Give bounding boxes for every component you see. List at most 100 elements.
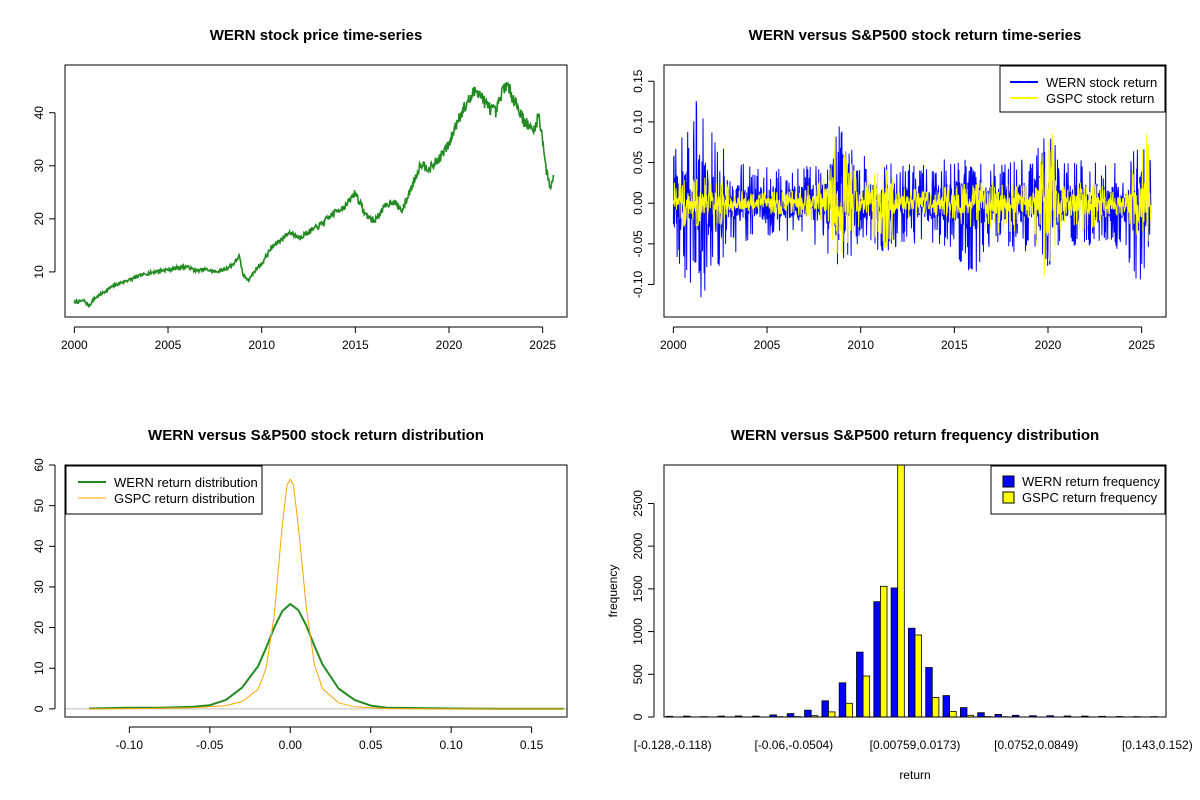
gspc-freq-bar: [914, 634, 922, 717]
y-tick-label: 1500: [631, 575, 645, 602]
panel-returns: WERN versus S&P500 stock return time-ser…: [631, 27, 1167, 352]
gspc-freq-bar: [862, 675, 871, 717]
panel-frequency-ylabel: frequency: [606, 565, 620, 618]
wern-freq-bar: [925, 667, 933, 717]
y-tick-label: -0.10: [631, 270, 645, 298]
y-tick-label: -0.05: [631, 230, 645, 258]
panel-distribution-axes: -0.10 -0.05 0.00 0.05 0.10 0.15 0 10 20 30 40 50 60: [32, 458, 544, 752]
y-tick-label: 1000: [631, 618, 645, 645]
legend-wern-label: WERN return frequency: [1022, 474, 1160, 489]
panel-returns-title: WERN versus S&P500 stock return time-ser…: [749, 27, 1082, 44]
x-tick-label: -0.05: [196, 738, 224, 752]
y-tick-label: 0.10: [631, 110, 645, 134]
gspc-return-series: [672, 133, 1152, 277]
panel-frequency-xlabel: return: [899, 768, 930, 782]
y-tick-label: 40: [32, 539, 46, 553]
x-tick-label: 2025: [1128, 338, 1155, 352]
y-tick-label: 0.15: [631, 69, 645, 93]
x-tick-label: -0.10: [116, 738, 144, 752]
panel-returns-axes: 2000 2005 2010 2015 2020 2025 -0.10 -0.05 0.00 0.…: [631, 69, 1155, 352]
legend-wern-label: WERN stock return: [1046, 75, 1157, 90]
y-tick-label: 50: [32, 499, 46, 513]
legend-gspc-label: GSPC return frequency: [1022, 490, 1158, 505]
legend-box: [990, 465, 1166, 515]
panel-price-plot: [73, 81, 555, 309]
y-tick-label: 10: [32, 265, 46, 279]
wern-freq-bar: [838, 682, 847, 717]
legend-gspc-label: GSPC stock return: [1046, 91, 1154, 106]
wern-freq-bar: [942, 695, 950, 717]
y-tick-label: 60: [32, 458, 46, 472]
panel-price-axes: 2000 2005 2010 2015 2020 2025 10 20 30 40: [32, 106, 556, 352]
wern-freq-bar: [994, 714, 1002, 717]
x-tick-label: [-0.06,-0.0504): [754, 738, 833, 752]
wern-freq-bar: [873, 601, 881, 717]
y-tick-label: 2000: [631, 532, 645, 559]
wern-freq-bar: [821, 700, 829, 717]
y-tick-label: 2500: [631, 490, 645, 517]
y-tick-label: 0: [32, 705, 46, 712]
y-tick-label: 500: [631, 664, 645, 684]
y-tick-label: 20: [32, 621, 46, 635]
x-tick-label: [0.143,0.152): [1122, 738, 1193, 752]
gspc-freq-bar: [949, 711, 957, 717]
wern-freq-bar: [890, 587, 899, 717]
x-tick-label: 2015: [342, 338, 369, 352]
wern-freq-bar: [856, 651, 864, 717]
x-tick-label: 0.15: [520, 738, 544, 752]
y-tick-label: 10: [32, 661, 46, 675]
panel-frequency-legend: WERN return frequency GSPC return freque…: [990, 465, 1166, 515]
x-tick-label: 2025: [529, 338, 556, 352]
x-tick-label: 0.10: [439, 738, 463, 752]
wern-freq-bar: [908, 627, 916, 717]
wern-freq-bar: [804, 709, 812, 717]
gspc-freq-bar: [931, 697, 940, 717]
x-tick-label: 2005: [754, 338, 781, 352]
wern-density-line: [89, 603, 564, 710]
y-tick-label: 40: [32, 106, 46, 120]
panel-distribution-title: WERN versus S&P500 stock return distribu…: [148, 427, 484, 444]
gspc-density-line: [89, 478, 564, 710]
y-tick-label: 20: [32, 212, 46, 226]
legend-gspc-swatch: [1002, 491, 1015, 504]
y-tick-label: 0.05: [631, 151, 645, 175]
legend-box: [999, 65, 1166, 113]
panel-returns-frame: [663, 64, 1167, 318]
legend-wern-swatch: [1002, 475, 1015, 488]
wern-freq-bar: [1046, 715, 1054, 717]
panel-distribution-plot: [65, 478, 567, 710]
x-tick-label: [0.00759,0.0173): [870, 738, 961, 752]
x-tick-label: [-0.128,-0.118): [634, 738, 712, 752]
panel-frequency-frame: [663, 464, 1167, 718]
wern-freq-bar: [960, 707, 968, 717]
gspc-freq-bar: [845, 702, 853, 717]
x-tick-label: 2020: [436, 338, 463, 352]
panel-distribution-frame: [64, 464, 568, 718]
wern-price-line: [73, 81, 555, 309]
legend-wern-label: WERN return distribution: [114, 475, 258, 490]
gspc-freq-bar: [828, 711, 836, 717]
y-tick-label: 0: [631, 713, 645, 720]
y-tick-label: 0.00: [631, 191, 645, 215]
gspc-freq-bar: [880, 585, 888, 717]
panel-distribution-legend: WERN return distribution GSPC return dis…: [65, 465, 263, 515]
y-tick-label: 30: [32, 580, 46, 594]
gspc-freq-bar: [810, 715, 819, 717]
x-tick-label: 2015: [941, 338, 968, 352]
legend-box: [65, 465, 263, 515]
panel-frequency-title: WERN versus S&P500 return frequency dist…: [731, 427, 1099, 444]
panel-price: WERN stock price time-series 2000 2005 201…: [32, 27, 568, 352]
x-tick-label: 2010: [248, 338, 275, 352]
gspc-freq-bar: [897, 465, 905, 717]
wern-freq-bar: [786, 713, 795, 717]
wern-freq-bar: [769, 714, 777, 717]
x-tick-label: 2020: [1035, 338, 1062, 352]
y-tick-label: 30: [32, 159, 46, 173]
wern-freq-bar: [1029, 715, 1037, 717]
x-tick-label: 2000: [660, 338, 687, 352]
panel-returns-legend: WERN stock return GSPC stock return: [999, 65, 1166, 113]
panel-distribution: WERN versus S&P500 stock return distribu…: [32, 427, 568, 752]
x-tick-label: 0.00: [279, 738, 303, 752]
